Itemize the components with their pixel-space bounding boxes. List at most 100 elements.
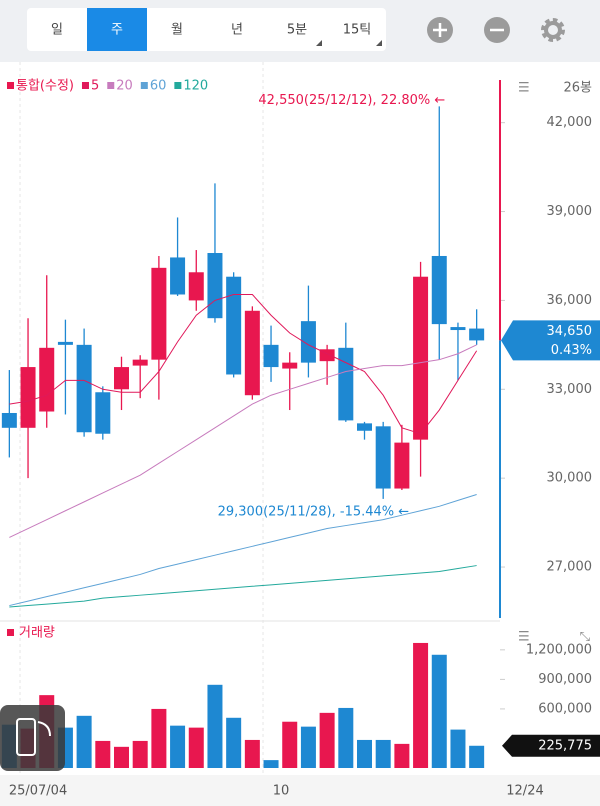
- candle-body: [114, 367, 129, 390]
- candle-body: [450, 327, 466, 331]
- tab[interactable]: 일: [51, 23, 63, 38]
- legend-label: 20: [116, 79, 133, 94]
- y-tick-label: 27,000: [547, 560, 593, 575]
- candle-body: [375, 426, 391, 489]
- volume-bar: [132, 740, 148, 768]
- legend-swatch: [81, 82, 89, 89]
- y-tick-label: 600,000: [538, 701, 592, 716]
- volume-bar: [431, 654, 447, 768]
- candle-body: [39, 347, 55, 412]
- legend-label: 통합(수정): [16, 79, 74, 94]
- volume-bar: [244, 739, 260, 768]
- candle-body: [151, 267, 167, 360]
- price-tag: [501, 320, 600, 361]
- candle-body: [188, 272, 204, 301]
- candle-body: [469, 328, 485, 341]
- y-tick-label: 42,000: [547, 115, 593, 130]
- volume-tag: [502, 734, 600, 757]
- legend-swatch: [140, 82, 148, 89]
- legend-label: 120: [183, 79, 208, 94]
- candle-body: [20, 367, 36, 428]
- legend-label: 60: [150, 79, 167, 94]
- candle-body: [300, 321, 316, 363]
- candle-body: [282, 362, 298, 369]
- price-tag-label: 34,650: [547, 324, 593, 339]
- y-tick-label: 33,000: [547, 382, 593, 397]
- volume-bar: [469, 745, 485, 768]
- volume-bar: [319, 712, 335, 768]
- x-axis-band: [0, 775, 600, 806]
- volume-bar: [114, 746, 129, 768]
- tab[interactable]: 15틱: [343, 23, 372, 38]
- annotation-high: 42,550(25/12/12), 22.80% ←: [258, 93, 445, 108]
- candle-body: [132, 359, 148, 366]
- candle-body: [319, 349, 335, 362]
- candle-body: [207, 253, 223, 319]
- volume-bar: [263, 760, 279, 768]
- y-tick-label: 30,000: [547, 471, 593, 486]
- y-tick-label: 1,200,000: [526, 642, 592, 657]
- legend-label: 5: [91, 79, 99, 94]
- zoom-out[interactable]: [484, 17, 510, 43]
- y-tick-label: 39,000: [547, 204, 593, 219]
- moving-average: [9, 493, 477, 607]
- candle-body: [226, 276, 242, 375]
- candle-body: [263, 344, 279, 368]
- zoom-in[interactable]: [427, 17, 453, 43]
- volume-bar: [338, 707, 354, 768]
- last-date: 12/24: [506, 784, 543, 799]
- y-tick-label: 900,000: [538, 672, 592, 687]
- tab[interactable]: 주: [111, 23, 123, 38]
- price-tag-change: 0.43%: [551, 343, 592, 358]
- candle-body: [394, 442, 410, 489]
- moving-average: [9, 565, 477, 608]
- legend-label: 거래량: [19, 626, 55, 641]
- annotation-low: 29,300(25/11/28), -15.44% ←: [218, 504, 410, 519]
- volume-bar: [300, 726, 316, 768]
- tab[interactable]: 년: [231, 23, 243, 38]
- candle-body: [76, 344, 92, 433]
- bars-count: 26봉: [563, 81, 592, 96]
- volume-bar: [226, 717, 242, 768]
- volume-bar: [375, 739, 391, 768]
- candle-body: [244, 310, 260, 396]
- resize-icon[interactable]: ⤡: [580, 630, 591, 645]
- volume-bar: [95, 740, 111, 768]
- moving-average: [9, 293, 478, 435]
- menu-icon[interactable]: ☰: [518, 81, 530, 96]
- y-tick-label: 36,000: [547, 293, 593, 308]
- rotate-button[interactable]: [0, 705, 65, 771]
- volume-bar: [282, 721, 298, 768]
- tab[interactable]: 월: [171, 23, 183, 38]
- settings[interactable]: [541, 18, 565, 42]
- candle-body: [413, 276, 429, 440]
- volume-bar: [170, 725, 186, 768]
- candle-body: [338, 347, 354, 421]
- x-tick-label: 10: [273, 784, 290, 799]
- legend-swatch: [174, 82, 182, 89]
- volume-bar: [207, 684, 223, 768]
- legend-swatch: [107, 82, 115, 89]
- volume-bar: [357, 739, 372, 768]
- candle-body: [57, 341, 73, 345]
- menu-icon[interactable]: ☰: [518, 630, 530, 645]
- legend-swatch: [7, 82, 14, 89]
- candle-body: [357, 423, 372, 431]
- volume-bar: [413, 642, 429, 768]
- dropdown-mark: [376, 40, 382, 46]
- tab[interactable]: 5분: [287, 23, 307, 38]
- legend-swatch: [7, 629, 14, 636]
- dropdown-mark: [316, 40, 322, 46]
- rotate-button-arrow: [37, 721, 51, 737]
- tab-selected[interactable]: [87, 8, 147, 51]
- volume-bar: [450, 729, 466, 768]
- candle-body: [170, 257, 186, 295]
- candle-body: [95, 392, 111, 434]
- tab-strip: [27, 8, 386, 51]
- volume-bar: [76, 715, 92, 768]
- rotate-button-icon: [16, 718, 36, 756]
- volume-bar: [188, 727, 204, 768]
- volume-bar: [394, 743, 410, 768]
- x-tick-label: 25/07/04: [9, 784, 67, 799]
